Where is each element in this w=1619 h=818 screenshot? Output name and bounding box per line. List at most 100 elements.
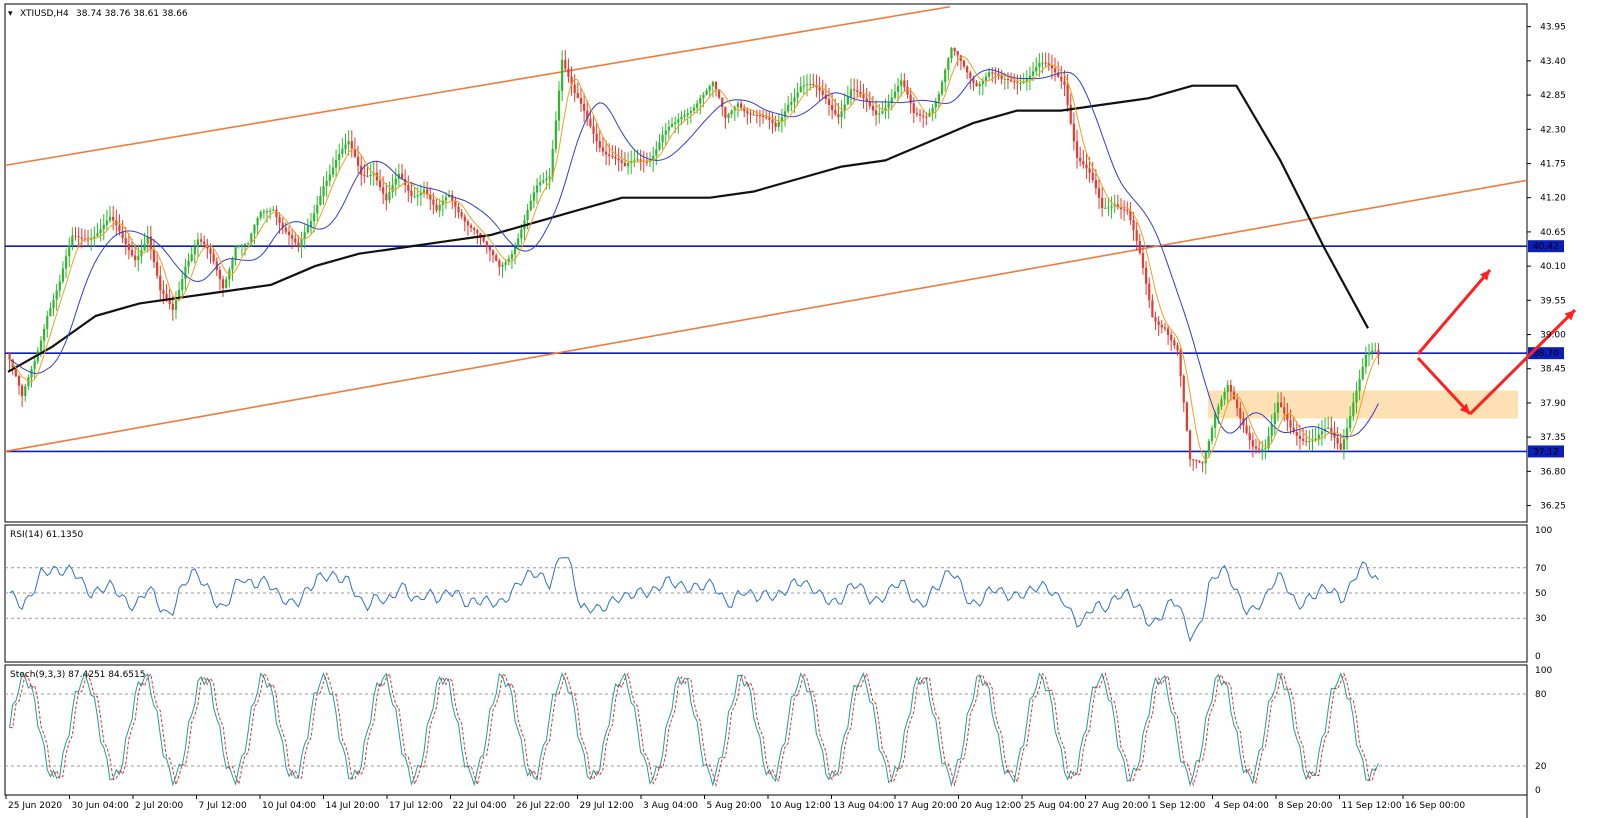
candle-body <box>30 369 33 378</box>
candle-body <box>922 115 925 117</box>
candle-body <box>692 107 696 111</box>
level-price-label: 40.42 <box>1533 242 1559 252</box>
forecast-arrow-down-shaft[interactable] <box>1416 356 1472 416</box>
candle-body <box>49 308 52 317</box>
stoch-signal-line[interactable] <box>9 672 1379 787</box>
candle-body <box>1179 350 1182 376</box>
candle-body <box>1204 452 1207 464</box>
candle-body <box>259 212 262 219</box>
candle-body <box>491 250 495 256</box>
candle-body <box>1258 448 1261 450</box>
candle-body <box>1097 188 1101 198</box>
candle-body <box>43 328 46 341</box>
candle-body <box>209 248 212 254</box>
long-moving-average-line[interactable] <box>7 84 1369 373</box>
level-price-tag <box>1528 445 1564 458</box>
candle-body <box>670 124 674 127</box>
candle-body <box>287 231 291 236</box>
candle-body <box>978 84 981 87</box>
forecast-arrow-up-shaft[interactable] <box>1416 269 1492 355</box>
candle-body <box>187 260 190 267</box>
candle-body <box>796 92 799 98</box>
candle-body <box>190 254 193 261</box>
candle-body <box>124 238 127 245</box>
candle-body <box>1245 425 1248 434</box>
candle-body <box>256 218 259 226</box>
candle-body <box>564 59 567 69</box>
candle-body <box>382 187 385 194</box>
candle-body <box>218 270 222 280</box>
candle-body <box>790 101 793 105</box>
candle-body <box>718 89 721 98</box>
price-panel[interactable] <box>4 3 1528 523</box>
time-axis-label: 10 Aug 12:00 <box>770 801 831 811</box>
forecast-arrow-up-head <box>1479 270 1490 281</box>
time-axis-label: 26 Jul 22:00 <box>516 801 570 811</box>
medium-moving-average-line[interactable] <box>9 69 1379 438</box>
candle-body <box>1053 68 1057 73</box>
rsi-line[interactable] <box>9 557 1379 643</box>
candle-body <box>1038 62 1041 68</box>
candle-body <box>460 212 463 217</box>
candle-body <box>1091 172 1094 180</box>
candle-body <box>1314 438 1317 441</box>
stoch-main-line[interactable] <box>9 672 1379 787</box>
forecast-arrow-recovery-shaft[interactable] <box>1468 308 1577 416</box>
time-axis-label: 2 Jul 20:00 <box>135 801 184 811</box>
candle-body <box>962 60 966 67</box>
stoch-label: Stoch(9,3,3) 87.4251 84.6515 <box>10 670 145 680</box>
candle-body <box>1198 460 1201 463</box>
candle-body <box>1280 402 1283 408</box>
candle-body <box>510 254 514 259</box>
level-price-label: 37.12 <box>1533 447 1559 457</box>
candle-body <box>586 110 589 120</box>
candle-body <box>517 238 520 247</box>
candle-body <box>1367 352 1371 355</box>
candle-body <box>341 148 344 155</box>
candle-body <box>843 104 846 112</box>
channel-upper-line[interactable] <box>4 5 951 167</box>
candle-body <box>821 90 824 95</box>
candle-body <box>1330 427 1333 433</box>
candle-body <box>1251 440 1254 447</box>
candle-body <box>595 133 598 142</box>
time-axis-label: 1 Sep 12:00 <box>1151 801 1206 811</box>
candle-body <box>853 89 856 91</box>
candle-body <box>193 246 196 255</box>
candle-body <box>498 260 501 267</box>
candle-body <box>1182 375 1185 403</box>
candle-body <box>661 134 664 143</box>
candle-body <box>469 225 473 228</box>
channel-lower-line[interactable] <box>4 179 1528 453</box>
candle-body <box>77 236 80 238</box>
candle-body <box>52 299 55 309</box>
candle-body <box>535 185 539 193</box>
candle-body <box>149 236 152 250</box>
candle-body <box>746 111 749 114</box>
candle-body <box>639 159 642 161</box>
candle-body <box>438 204 441 211</box>
candle-body <box>871 106 875 111</box>
candle-body <box>1185 402 1189 431</box>
candle-body <box>890 97 893 104</box>
candle-body <box>366 175 369 177</box>
time-axis-label: 13 Aug 04:00 <box>834 801 895 811</box>
time-axis-label: 14 Jul 20:00 <box>326 801 380 811</box>
candle-body <box>840 111 843 118</box>
candle-body <box>953 47 956 52</box>
candle-body <box>152 249 156 263</box>
candle-body <box>319 195 322 205</box>
candle-body <box>1035 67 1038 72</box>
candle-body <box>1270 424 1273 437</box>
time-axis-label: 22 Jul 04:00 <box>453 801 507 811</box>
candle-body <box>143 243 146 251</box>
price-tick-label: 42.85 <box>1540 91 1566 101</box>
fast-moving-average-line[interactable] <box>9 56 1379 461</box>
candle-body <box>435 204 438 211</box>
candle-body <box>937 94 940 102</box>
price-tick-label: 38.45 <box>1540 365 1566 375</box>
candle-body <box>68 245 71 257</box>
collapse-arrow-icon[interactable]: ▾ <box>8 9 13 19</box>
candle-body <box>162 290 165 294</box>
